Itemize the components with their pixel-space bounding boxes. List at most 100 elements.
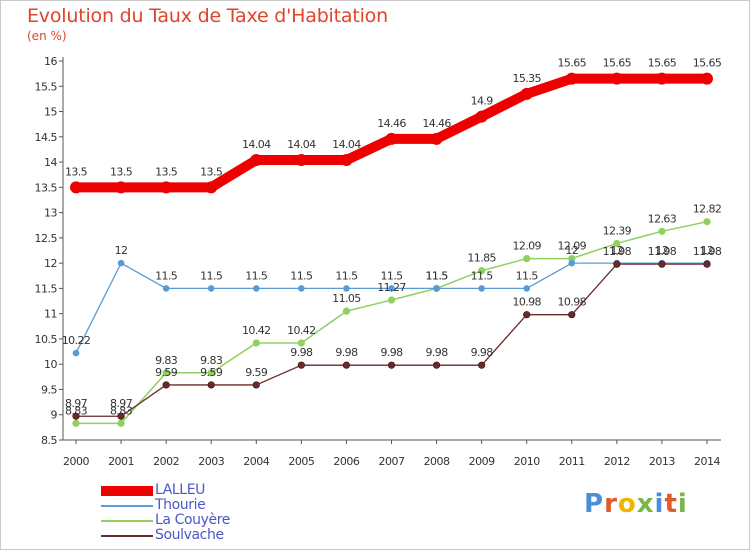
data-label: 10.42 xyxy=(287,324,316,337)
data-point xyxy=(162,381,170,389)
data-label: 12.39 xyxy=(603,224,632,237)
data-point xyxy=(207,381,215,389)
y-tick-label: 13 xyxy=(44,207,57,220)
y-tick-label: 11 xyxy=(44,308,57,321)
data-label: 9.98 xyxy=(335,346,358,359)
data-point xyxy=(385,132,398,145)
data-label: 12.09 xyxy=(558,240,587,253)
data-point xyxy=(295,154,308,167)
x-tick-label: 2001 xyxy=(108,455,134,468)
data-point xyxy=(70,181,82,194)
data-point xyxy=(388,285,395,292)
data-point xyxy=(162,285,170,292)
logo-letter: P xyxy=(584,489,605,519)
x-tick-label: 2003 xyxy=(198,455,224,468)
data-label: 12.82 xyxy=(693,203,722,216)
series-la-couy-re xyxy=(72,218,711,427)
data-label: 11.5 xyxy=(426,269,449,282)
data-label: 13.5 xyxy=(110,165,133,178)
data-label: 11.5 xyxy=(516,269,539,282)
data-label: 15.65 xyxy=(603,57,632,70)
data-point xyxy=(613,239,621,248)
legend-swatch xyxy=(101,535,153,537)
data-label: 11.5 xyxy=(380,269,403,282)
data-label: 11.5 xyxy=(335,269,358,282)
logo-letter: x xyxy=(636,489,655,519)
data-point xyxy=(207,285,215,292)
data-label: 14.46 xyxy=(422,117,451,130)
y-tick-label: 11.5 xyxy=(35,282,58,295)
data-point xyxy=(432,361,441,369)
legend-swatch xyxy=(101,486,153,496)
data-label: 12 xyxy=(656,244,669,257)
y-tick-label: 8.5 xyxy=(41,434,57,447)
data-label: 11.5 xyxy=(155,269,178,282)
data-label: 15.35 xyxy=(512,72,541,85)
data-point xyxy=(475,110,488,123)
data-label: 8.97 xyxy=(65,397,88,410)
series-lalleu xyxy=(70,72,713,194)
data-label: 12 xyxy=(115,244,128,257)
data-label: 12.63 xyxy=(648,212,677,225)
data-point xyxy=(160,181,173,194)
y-tick-label: 15.5 xyxy=(35,80,58,93)
data-point xyxy=(658,227,666,235)
data-point xyxy=(340,154,353,167)
data-label: 8.83 xyxy=(65,404,88,417)
data-label: 15.65 xyxy=(648,57,677,70)
x-tick-label: 2000 xyxy=(63,455,89,468)
data-label: 15.65 xyxy=(558,57,587,70)
data-point xyxy=(252,381,260,389)
data-label: 14.46 xyxy=(377,117,406,130)
y-tick-label: 15 xyxy=(44,106,57,119)
data-label: 11.27 xyxy=(377,281,406,294)
data-label: 11.5 xyxy=(426,269,449,282)
data-label: 11.5 xyxy=(200,269,223,282)
data-label: 14.04 xyxy=(332,138,361,151)
data-point xyxy=(568,259,576,267)
data-point xyxy=(523,311,531,319)
x-tick-label: 2010 xyxy=(514,455,540,468)
proxiti-logo: Proxiti xyxy=(584,489,688,519)
x-tick-label: 2004 xyxy=(243,455,269,468)
y-tick-label: 16 xyxy=(44,55,57,68)
y-tick-label: 9 xyxy=(51,409,58,422)
data-label: 10.22 xyxy=(62,334,91,347)
data-label: 11.98 xyxy=(648,245,677,258)
legend-label: La Couyère xyxy=(155,512,231,528)
data-label: 8.83 xyxy=(110,404,133,417)
data-point xyxy=(430,132,443,145)
data-point xyxy=(298,285,305,292)
data-point xyxy=(658,260,666,268)
data-label: 9.83 xyxy=(155,354,178,367)
x-tick-label: 2007 xyxy=(379,455,405,468)
data-point xyxy=(565,72,578,85)
y-tick-label: 9.5 xyxy=(41,383,57,396)
data-label: 12 xyxy=(701,244,714,257)
data-label: 8.97 xyxy=(110,397,133,410)
data-label: 9.98 xyxy=(380,346,403,359)
data-point xyxy=(252,285,260,292)
y-tick-label: 12.5 xyxy=(35,232,58,245)
x-tick-label: 2011 xyxy=(559,455,585,468)
data-point xyxy=(703,260,711,268)
data-label: 15.65 xyxy=(693,57,722,70)
x-tick-label: 2008 xyxy=(424,455,450,468)
unit-label: (en %) xyxy=(27,29,67,43)
data-label: 11.05 xyxy=(332,292,361,305)
data-label: 11.5 xyxy=(471,269,494,282)
legend-label: Thourie xyxy=(155,497,206,513)
data-label: 10.98 xyxy=(558,296,587,309)
data-point xyxy=(342,307,351,315)
legend-swatch xyxy=(101,520,153,522)
y-tick-label: 14 xyxy=(44,156,57,169)
data-point xyxy=(252,339,260,347)
data-point xyxy=(117,412,125,420)
data-point xyxy=(297,339,305,347)
data-label: 14.04 xyxy=(287,138,316,151)
data-label: 9.83 xyxy=(200,354,223,367)
y-tick-label: 10 xyxy=(44,358,57,371)
data-label: 10.98 xyxy=(512,296,541,309)
data-point xyxy=(478,361,486,369)
